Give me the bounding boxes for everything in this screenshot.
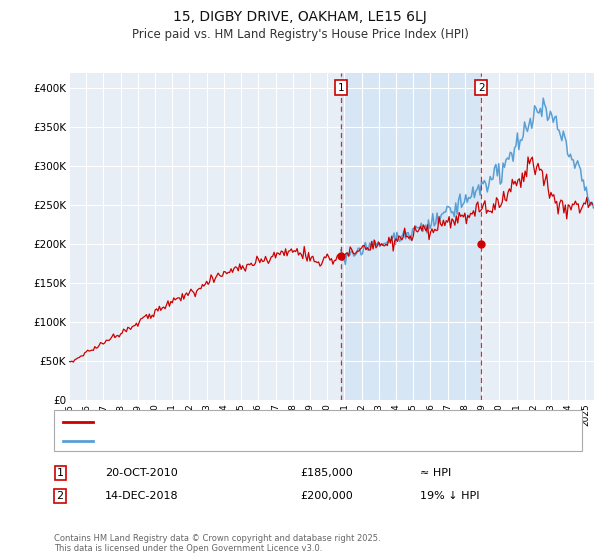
Text: 19% ↓ HPI: 19% ↓ HPI <box>420 491 479 501</box>
Bar <box>341 73 481 400</box>
Text: 15, DIGBY DRIVE, OAKHAM, LE15 6LJ (semi-detached house): 15, DIGBY DRIVE, OAKHAM, LE15 6LJ (semi-… <box>99 417 400 427</box>
Text: £185,000: £185,000 <box>300 468 353 478</box>
Text: Contains HM Land Registry data © Crown copyright and database right 2025.
This d: Contains HM Land Registry data © Crown c… <box>54 534 380 553</box>
Text: 1: 1 <box>338 82 344 92</box>
Text: Price paid vs. HM Land Registry's House Price Index (HPI): Price paid vs. HM Land Registry's House … <box>131 28 469 41</box>
Text: 20-OCT-2010: 20-OCT-2010 <box>105 468 178 478</box>
Text: 2: 2 <box>478 82 485 92</box>
Text: £200,000: £200,000 <box>300 491 353 501</box>
Text: HPI: Average price, semi-detached house, Rutland: HPI: Average price, semi-detached house,… <box>99 436 349 446</box>
Text: 14-DEC-2018: 14-DEC-2018 <box>105 491 179 501</box>
Text: ≈ HPI: ≈ HPI <box>420 468 451 478</box>
Text: 1: 1 <box>56 468 64 478</box>
Text: 15, DIGBY DRIVE, OAKHAM, LE15 6LJ: 15, DIGBY DRIVE, OAKHAM, LE15 6LJ <box>173 10 427 24</box>
Text: 2: 2 <box>56 491 64 501</box>
